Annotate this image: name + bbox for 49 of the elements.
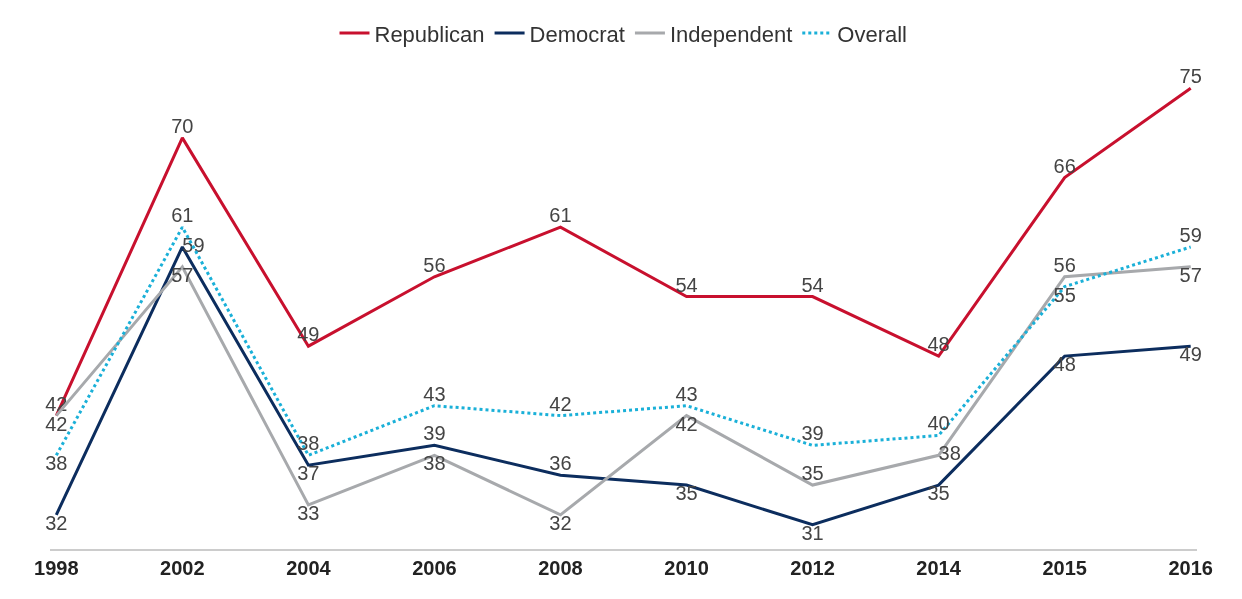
data-label: 35 bbox=[927, 482, 950, 505]
data-label: 42 bbox=[45, 412, 68, 435]
legend-label: Independent bbox=[669, 21, 793, 47]
data-label: 35 bbox=[801, 462, 824, 485]
data-label: 33 bbox=[297, 501, 320, 524]
x-tick-label: 2015 bbox=[1042, 557, 1087, 579]
data-label: 38 bbox=[423, 452, 446, 475]
data-label: 37 bbox=[297, 462, 320, 485]
data-label: 35 bbox=[675, 482, 698, 505]
data-label: 36 bbox=[549, 452, 572, 475]
data-label: 38 bbox=[297, 432, 320, 455]
data-label: 42 bbox=[549, 392, 572, 415]
x-tick-label: 2016 bbox=[1168, 557, 1213, 579]
data-label: 39 bbox=[801, 422, 824, 445]
data-label: 38 bbox=[45, 452, 68, 475]
legend-label: Democrat bbox=[529, 21, 625, 47]
x-tick-label: 2002 bbox=[160, 557, 205, 579]
data-label: 49 bbox=[1179, 343, 1202, 366]
data-label: 40 bbox=[927, 412, 950, 435]
data-label: 56 bbox=[1053, 253, 1076, 276]
data-label: 54 bbox=[675, 273, 698, 296]
data-label: 43 bbox=[423, 382, 446, 405]
data-label: 70 bbox=[171, 114, 194, 137]
x-tick-label: 2008 bbox=[538, 557, 583, 579]
x-tick-label: 2014 bbox=[916, 557, 962, 579]
data-label: 66 bbox=[1053, 154, 1076, 177]
data-label: 56 bbox=[423, 253, 446, 276]
data-label: 32 bbox=[549, 511, 572, 534]
legend-label: Republican bbox=[374, 21, 485, 47]
legend-label: Overall bbox=[837, 21, 907, 47]
data-label: 39 bbox=[423, 422, 446, 445]
data-label: 32 bbox=[45, 511, 68, 534]
data-label: 43 bbox=[675, 382, 698, 405]
data-label: 75 bbox=[1179, 65, 1202, 88]
data-label: 42 bbox=[675, 412, 698, 435]
data-label: 57 bbox=[1179, 263, 1202, 286]
x-tick-label: 2010 bbox=[664, 557, 709, 579]
data-label: 38 bbox=[938, 442, 961, 465]
x-tick-label: 1998 bbox=[34, 557, 79, 579]
data-label: 54 bbox=[801, 273, 824, 296]
x-tick-label: 2012 bbox=[790, 557, 835, 579]
data-label: 31 bbox=[801, 521, 824, 544]
data-label: 61 bbox=[171, 204, 194, 227]
data-label: 59 bbox=[1179, 223, 1202, 246]
data-label: 55 bbox=[1053, 283, 1076, 306]
x-tick-label: 2006 bbox=[412, 557, 457, 579]
data-label: 57 bbox=[171, 263, 194, 286]
x-tick-label: 2004 bbox=[286, 557, 332, 579]
data-label: 61 bbox=[549, 204, 572, 227]
